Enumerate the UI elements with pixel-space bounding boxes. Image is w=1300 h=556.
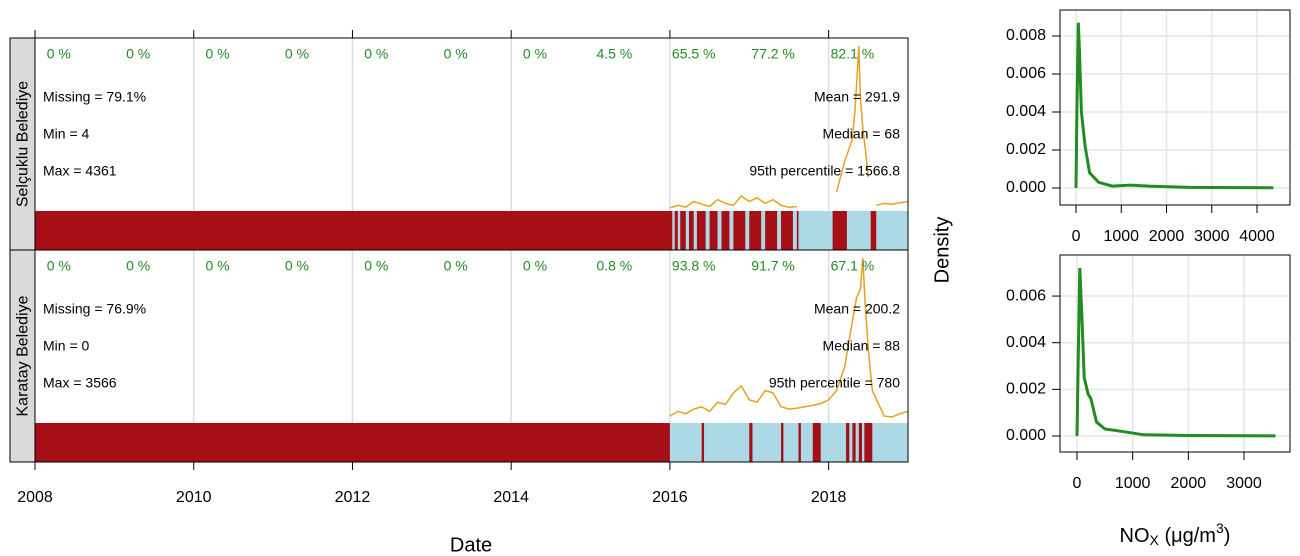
- stat-label: 95th percentile = 780: [769, 375, 900, 391]
- data-present: [761, 211, 766, 250]
- data-present: [820, 423, 847, 462]
- x-tick-label: 1000: [1115, 475, 1151, 492]
- year-percent: 0 %: [47, 258, 71, 274]
- data-present: [705, 211, 710, 250]
- x-axis-title: Date: [450, 534, 492, 556]
- x-tick-label: 1000: [1103, 228, 1139, 245]
- data-present: [729, 211, 734, 250]
- data-present: [704, 423, 750, 462]
- year-percent: 0 %: [364, 46, 388, 62]
- stat-label: Mean = 200.2: [814, 301, 900, 317]
- stat-label: Mean = 291.9: [814, 89, 900, 105]
- year-percent: 0 %: [285, 46, 309, 62]
- data-present: [677, 211, 681, 250]
- density-line: [1075, 268, 1276, 438]
- density-line: [1074, 22, 1274, 190]
- x-tick-label: 2008: [17, 489, 53, 506]
- strip-label: Selçuklu Belediye: [15, 81, 32, 207]
- year-percent: 0 %: [364, 258, 388, 274]
- series-line: [669, 257, 909, 418]
- x-tick-label: 3000: [1194, 228, 1230, 245]
- data-present: [783, 423, 799, 462]
- data-present: [861, 423, 865, 462]
- data-present: [800, 423, 813, 462]
- y-tick-label: 0.004: [1006, 334, 1046, 351]
- y-tick-label: 0.002: [1006, 381, 1046, 398]
- year-percent: 0.8 %: [596, 258, 632, 274]
- x-tick-label: 2014: [493, 489, 529, 506]
- stat-label: Missing = 79.1%: [43, 89, 146, 105]
- stat-label: Median = 68: [823, 126, 901, 142]
- stat-label: Max = 4361: [43, 163, 117, 179]
- year-percent: 0 %: [205, 258, 229, 274]
- stat-label: Max = 3566: [43, 375, 117, 391]
- year-percent: 4.5 %: [596, 46, 632, 62]
- year-percent: 0 %: [444, 258, 468, 274]
- data-present: [693, 211, 697, 250]
- data-present: [669, 423, 702, 462]
- year-percent: 77.2 %: [751, 46, 795, 62]
- year-percent: 65.5 %: [672, 46, 716, 62]
- y-tick-label: 0.008: [1006, 27, 1046, 44]
- year-percent: 0 %: [205, 46, 229, 62]
- series-line: [669, 45, 909, 209]
- x-tick-label: 3000: [1226, 475, 1262, 492]
- year-percent: 67.1 %: [831, 258, 875, 274]
- y-axis-title: Density: [931, 217, 953, 284]
- year-percent: 82.1 %: [831, 46, 875, 62]
- data-present: [876, 211, 908, 250]
- data-present: [798, 211, 833, 250]
- panel-frame: [34, 249, 909, 463]
- year-percent: 0 %: [47, 46, 71, 62]
- x-tick-label: 0: [1073, 475, 1082, 492]
- year-percent: 93.8 %: [672, 258, 716, 274]
- x-axis-title: NOX (μg/m3): [1120, 520, 1231, 548]
- y-tick-label: 0.000: [1006, 427, 1046, 444]
- year-percent: 0 %: [523, 258, 547, 274]
- stat-label: 95th percentile = 1566.8: [749, 163, 900, 179]
- data-present: [745, 211, 750, 250]
- y-tick-label: 0.004: [1006, 103, 1046, 120]
- data-present: [672, 211, 675, 250]
- panel-frame: [1059, 9, 1291, 206]
- data-present: [849, 423, 853, 462]
- stat-label: Min = 0: [43, 338, 90, 354]
- panel-frame: [1059, 254, 1291, 453]
- data-present: [777, 211, 782, 250]
- x-tick-label: 2000: [1149, 228, 1185, 245]
- strip: [9, 37, 36, 251]
- year-percent: 0 %: [126, 46, 150, 62]
- x-tick-label: 2016: [652, 489, 688, 506]
- strip-label: Karatay Belediye: [15, 295, 32, 416]
- year-percent: 0 %: [285, 258, 309, 274]
- x-tick-label: 0: [1072, 228, 1081, 245]
- data-present: [717, 211, 722, 250]
- stat-label: Min = 4: [43, 126, 90, 142]
- year-percent: 0 %: [523, 46, 547, 62]
- y-tick-label: 0.000: [1006, 179, 1046, 196]
- year-percent: 0 %: [444, 46, 468, 62]
- y-tick-label: 0.006: [1006, 287, 1046, 304]
- x-tick-label: 2018: [811, 489, 847, 506]
- stat-label: Missing = 76.9%: [43, 301, 146, 317]
- y-tick-label: 0.006: [1006, 65, 1046, 82]
- data-present: [855, 423, 859, 462]
- y-tick-label: 0.002: [1006, 141, 1046, 158]
- x-tick-label: 4000: [1239, 228, 1275, 245]
- year-percent: 91.7 %: [751, 258, 795, 274]
- x-tick-label: 2012: [335, 489, 371, 506]
- year-percent: 0 %: [126, 258, 150, 274]
- x-tick-label: 2000: [1171, 475, 1207, 492]
- data-present: [872, 423, 908, 462]
- data-present: [846, 211, 871, 250]
- data-present: [752, 423, 782, 462]
- stat-label: Median = 88: [823, 338, 901, 354]
- data-present: [792, 211, 797, 250]
- x-tick-label: 2010: [176, 489, 212, 506]
- data-present: [685, 211, 689, 250]
